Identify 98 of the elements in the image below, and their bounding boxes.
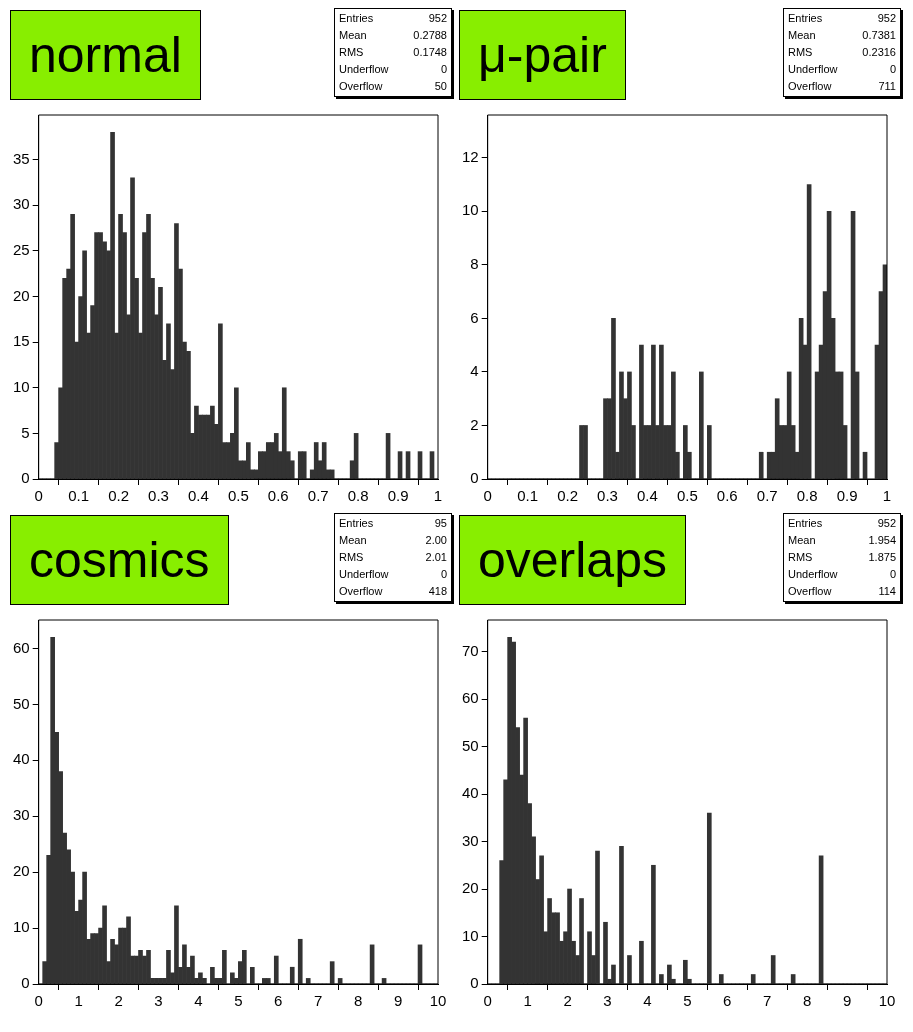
text: Underflow 0 — [788, 63, 896, 75]
y-tick-label: 20 — [13, 286, 30, 304]
x-tick-label: 9 — [842, 992, 852, 1010]
text: Mean 0.2788 — [339, 29, 447, 41]
y-tick-label: 10 — [13, 377, 30, 395]
x-tick-label: 8 — [353, 992, 363, 1010]
y-tick-label: 10 — [13, 918, 30, 936]
x-tick-label: 0.1 — [68, 487, 90, 505]
x-tick-label: 2 — [563, 992, 572, 1010]
x-tick-label: 0.6 — [267, 487, 289, 505]
text: Overflow 50 — [339, 80, 447, 92]
text: Entries 95 — [339, 517, 447, 529]
chart-title: μ-pair — [459, 10, 626, 100]
x-tick-label: 1 — [882, 487, 892, 505]
x-tick-label: 0.4 — [636, 487, 658, 505]
text: Overflow 114 — [788, 585, 896, 597]
x-tick-label: 4 — [643, 992, 652, 1010]
y-tick-label: 60 — [462, 689, 479, 707]
x-tick-label: 0.2 — [557, 487, 578, 505]
y-tick-label: 0 — [21, 469, 30, 487]
x-tick-label: 4 — [194, 992, 203, 1010]
y-tick-label: 0 — [21, 974, 30, 992]
y-tick-label: 20 — [462, 879, 479, 897]
y-tick-label: 4 — [470, 362, 479, 380]
x-tick-label: 0.8 — [796, 487, 818, 505]
y-tick-label: 2 — [470, 415, 479, 433]
y-tick-label: 50 — [13, 694, 30, 712]
y-tick-label: 30 — [13, 806, 30, 824]
chart-title: normal — [10, 10, 201, 100]
x-tick-label: 0.5 — [676, 487, 698, 505]
x-tick-label: 10 — [878, 992, 896, 1010]
x-tick-label: 0.1 — [517, 487, 539, 505]
y-tick-label: 30 — [13, 195, 30, 213]
text: Mean 2.00 — [339, 534, 447, 546]
x-tick-label: 0 — [34, 992, 43, 1010]
text: Mean 1.954 — [788, 534, 896, 546]
x-tick-label: 0.2 — [108, 487, 129, 505]
x-tick-label: 2 — [114, 992, 123, 1010]
y-tick-label: 25 — [13, 241, 30, 259]
text: Underflow 0 — [339, 568, 447, 580]
y-tick-label: 35 — [13, 149, 30, 167]
x-tick-label: 7 — [314, 992, 323, 1010]
text: RMS 2.01 — [339, 551, 447, 563]
x-tick-label: 7 — [763, 992, 772, 1010]
y-tick-label: 8 — [470, 255, 479, 273]
x-tick-label: 9 — [393, 992, 403, 1010]
y-tick-label: 10 — [462, 926, 479, 944]
chart-title: overlaps — [459, 515, 686, 605]
x-tick-label: 0.6 — [716, 487, 738, 505]
x-tick-label: 10 — [429, 992, 447, 1010]
text: RMS 1.875 — [788, 551, 896, 563]
text: Entries 952 — [788, 12, 896, 24]
text: RMS 0.2316 — [788, 46, 896, 58]
y-tick-label: 5 — [21, 423, 30, 441]
y-tick-label: 6 — [470, 308, 479, 326]
x-tick-label: 3 — [154, 992, 163, 1010]
x-tick-label: 1 — [433, 487, 443, 505]
y-tick-label: 60 — [13, 638, 30, 656]
text: Overflow 711 — [788, 80, 896, 92]
text: Mean 0.7381 — [788, 29, 896, 41]
text: Overflow 418 — [339, 585, 447, 597]
x-tick-label: 1 — [74, 992, 83, 1010]
chart-title: cosmics — [10, 515, 229, 605]
x-tick-label: 8 — [802, 992, 812, 1010]
x-tick-label: 5 — [683, 992, 692, 1010]
text: RMS 0.1748 — [339, 46, 447, 58]
y-tick-label: 10 — [462, 201, 479, 219]
y-tick-label: 12 — [462, 147, 479, 165]
text: Entries 952 — [788, 517, 896, 529]
x-tick-label: 5 — [234, 992, 243, 1010]
text: Underflow 0 — [339, 63, 447, 75]
x-tick-label: 6 — [274, 992, 283, 1010]
x-tick-label: 0.4 — [187, 487, 209, 505]
x-tick-label: 0.3 — [148, 487, 169, 505]
y-tick-label: 0 — [470, 469, 479, 487]
x-tick-label: 0.5 — [227, 487, 249, 505]
x-tick-label: 1 — [523, 992, 532, 1010]
x-tick-label: 0.7 — [307, 487, 329, 505]
y-tick-label: 20 — [13, 862, 30, 880]
x-tick-label: 0.7 — [756, 487, 778, 505]
y-tick-label: 15 — [13, 332, 30, 350]
y-tick-label: 70 — [462, 641, 479, 659]
y-tick-label: 50 — [462, 736, 479, 754]
text: Underflow 0 — [788, 568, 896, 580]
x-tick-label: 3 — [603, 992, 612, 1010]
x-tick-label: 0.8 — [347, 487, 369, 505]
y-tick-label: 0 — [470, 974, 479, 992]
x-tick-label: 0.3 — [597, 487, 618, 505]
y-tick-label: 40 — [13, 750, 30, 768]
x-tick-label: 6 — [723, 992, 732, 1010]
y-tick-label: 30 — [462, 831, 479, 849]
x-tick-label: 0.9 — [836, 487, 858, 505]
text: Entries 952 — [339, 12, 447, 24]
x-tick-label: 0 — [483, 992, 492, 1010]
x-tick-label: 0.9 — [387, 487, 409, 505]
x-tick-label: 0 — [34, 487, 43, 505]
x-tick-label: 0 — [483, 487, 492, 505]
y-tick-label: 40 — [462, 784, 479, 802]
